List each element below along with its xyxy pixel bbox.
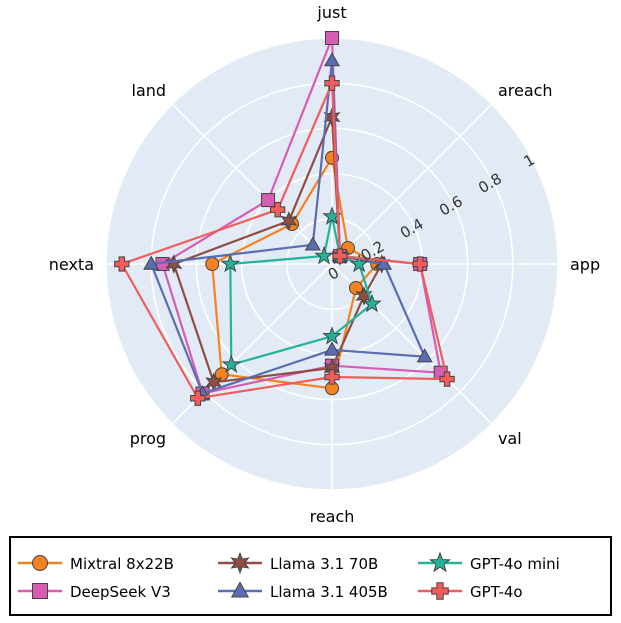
data-point — [143, 255, 160, 270]
legend-label: GPT-4o mini — [470, 555, 560, 573]
axis-labels: just areach app val reach prog nexta land — [49, 3, 600, 526]
data-point — [323, 52, 341, 67]
data-point — [261, 193, 276, 208]
legend-marker — [32, 583, 48, 599]
data-point — [416, 348, 433, 363]
legend-label: DeepSeek V3 — [70, 583, 171, 601]
data-point — [304, 236, 321, 251]
data-point — [412, 256, 428, 272]
legend-label: Llama 3.1 405B — [270, 583, 388, 601]
data-point — [220, 253, 241, 273]
legend-label: GPT-4o — [470, 583, 523, 601]
legend-box — [9, 536, 612, 616]
legend-item[interactable]: GPT-4o mini — [418, 551, 560, 573]
legend-item[interactable]: Mixtral 8x22B — [18, 555, 174, 573]
data-point — [205, 257, 220, 271]
legend-marker — [230, 551, 250, 575]
axis-label-just: just — [316, 3, 346, 22]
data-point — [323, 341, 341, 356]
axis-label-areach: areach — [498, 81, 553, 100]
legend-item[interactable]: DeepSeek V3 — [18, 583, 171, 601]
data-point — [322, 326, 342, 345]
data-point — [439, 371, 455, 387]
data-point — [221, 354, 242, 373]
data-point — [325, 31, 339, 45]
legend-item[interactable]: GPT-4o — [418, 582, 523, 601]
legend-marker — [431, 582, 449, 600]
axis-label-prog: prog — [130, 429, 166, 448]
data-point — [348, 280, 363, 295]
data-point — [375, 255, 392, 270]
data-point — [190, 390, 206, 406]
legend-marker — [230, 581, 250, 598]
legend-marker — [32, 555, 48, 571]
data-point — [270, 202, 286, 218]
data-point — [349, 253, 369, 273]
data-point — [280, 211, 298, 231]
series-gpt-4o — [114, 75, 455, 406]
grid-spoke — [331, 103, 493, 265]
data-point — [324, 369, 340, 385]
legend-marker — [428, 551, 452, 573]
series-layer — [114, 31, 455, 406]
legend-label: Mixtral 8x22B — [70, 555, 174, 573]
legend: Mixtral 8x22B DeepSeek V3 Llama 3.1 70B Lla… — [9, 536, 612, 616]
grid-spoke — [171, 103, 333, 265]
data-point — [324, 75, 340, 91]
axis-label-land: land — [132, 81, 167, 100]
data-point — [362, 293, 382, 313]
legend-label: Llama 3.1 70B — [270, 555, 378, 573]
axis-label-nexta: nexta — [49, 255, 94, 274]
axis-label-val: val — [498, 429, 522, 448]
data-point — [323, 107, 341, 127]
data-point — [314, 245, 334, 265]
legend-item[interactable]: Llama 3.1 70B — [218, 551, 378, 575]
data-point — [114, 256, 130, 272]
legend-item[interactable]: Llama 3.1 405B — [218, 581, 388, 601]
data-point — [355, 286, 373, 306]
data-point — [332, 248, 348, 264]
axis-label-app: app — [570, 255, 600, 274]
axis-label-reach: reach — [310, 507, 355, 526]
